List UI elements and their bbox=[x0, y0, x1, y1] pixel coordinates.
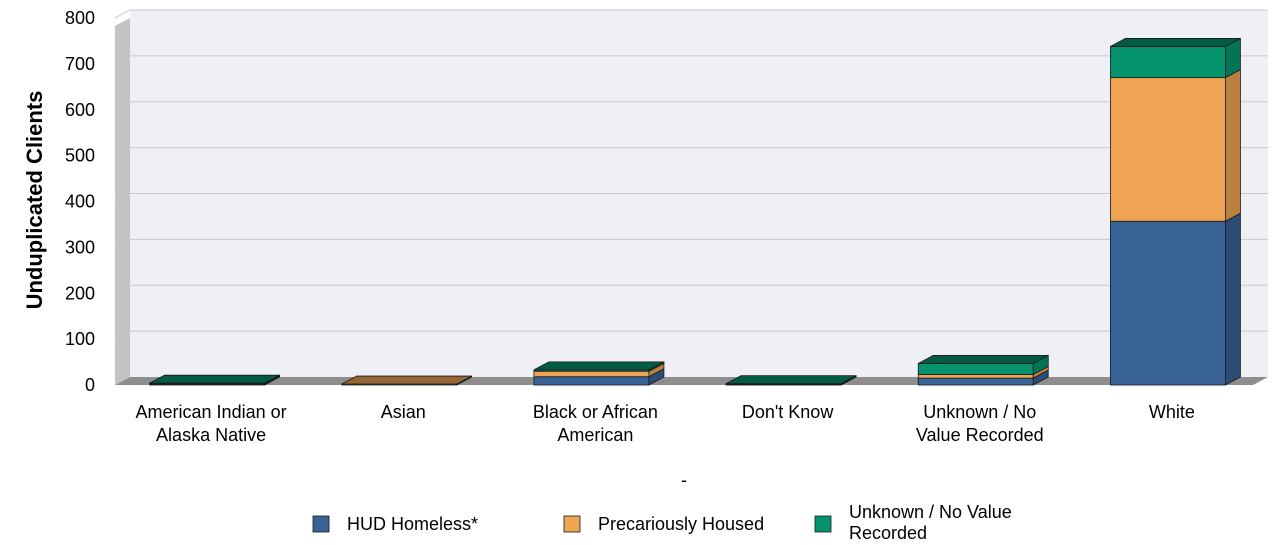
bar-segment bbox=[917, 374, 1034, 379]
y-tick-label: 0 bbox=[85, 375, 95, 395]
legend-item: Precariously Housed bbox=[563, 514, 764, 534]
bar-stack bbox=[917, 354, 1049, 386]
y-axis-ticks: 0 100 200 300 400 500 600 700 800 bbox=[65, 8, 95, 395]
bar-top bbox=[918, 355, 1049, 364]
bar-stack bbox=[533, 361, 665, 386]
gridline-side bbox=[114, 9, 131, 19]
bar-top bbox=[725, 375, 857, 385]
legend-swatch bbox=[563, 515, 581, 533]
legend-swatch bbox=[814, 515, 832, 533]
legend-swatch bbox=[312, 515, 330, 533]
y-tick-label: 400 bbox=[65, 192, 95, 212]
plot-background bbox=[115, 10, 1268, 385]
y-tick-label: 800 bbox=[65, 8, 95, 28]
bar-segment bbox=[533, 370, 650, 378]
legend-label: Unknown / No Value Recorded bbox=[849, 502, 1012, 543]
bar-segment-side bbox=[1225, 212, 1241, 386]
legend-label: HUD Homeless* bbox=[347, 514, 478, 534]
x-category-label: Black or African American bbox=[533, 402, 658, 445]
y-tick-label: 100 bbox=[65, 329, 95, 349]
bar-top bbox=[1110, 38, 1241, 47]
bar-segment bbox=[917, 377, 1034, 386]
gridline-side bbox=[114, 193, 131, 202]
x-axis-label: - bbox=[681, 470, 687, 490]
x-category-label: Don't Know bbox=[742, 402, 834, 422]
side-wall bbox=[115, 18, 130, 385]
x-axis-categories: American Indian or Alaska Native Asian Blac… bbox=[136, 402, 1195, 445]
y-tick-label: 200 bbox=[65, 283, 95, 303]
gridline-side bbox=[114, 284, 131, 294]
bar-segment bbox=[1110, 220, 1226, 386]
bars bbox=[149, 37, 1241, 386]
legend-item: HUD Homeless* bbox=[312, 514, 478, 534]
bar-top bbox=[149, 374, 280, 384]
floor bbox=[115, 377, 1268, 385]
gridlines bbox=[114, 9, 1268, 340]
bar-stack bbox=[1110, 37, 1241, 386]
bar-segment bbox=[1110, 46, 1226, 79]
bar-stack bbox=[341, 375, 473, 386]
gridline-side bbox=[114, 55, 131, 65]
y-tick-label: 300 bbox=[65, 237, 95, 257]
gridline-side bbox=[114, 101, 131, 111]
bar-stack bbox=[725, 374, 857, 386]
bar-top bbox=[533, 361, 665, 371]
bar-segment bbox=[533, 376, 650, 386]
y-tick-label: 700 bbox=[65, 54, 95, 74]
legend: HUD Homeless* Precariously Housed Unknown … bbox=[312, 502, 1012, 543]
bar-segment bbox=[1110, 77, 1226, 222]
x-category-label: American Indian or Alaska Native bbox=[136, 402, 287, 445]
bar-segment-side bbox=[1225, 68, 1241, 222]
legend-item: Unknown / No Value Recorded bbox=[814, 502, 1012, 543]
x-category-label: Unknown / No Value Recorded bbox=[916, 402, 1044, 445]
legend-label: Precariously Housed bbox=[598, 514, 764, 534]
y-tick-label: 600 bbox=[65, 100, 95, 120]
bar-top bbox=[341, 375, 472, 385]
gridline-side bbox=[114, 147, 131, 157]
y-tick-label: 500 bbox=[65, 146, 95, 166]
bar-segment bbox=[917, 363, 1034, 375]
gridline-side bbox=[114, 238, 131, 248]
y-axis-label: Unduplicated Clients bbox=[22, 91, 47, 310]
x-category-label: White bbox=[1149, 402, 1195, 422]
bar-stack bbox=[149, 374, 280, 386]
x-category-label: Asian bbox=[381, 402, 426, 422]
gridline-side bbox=[114, 330, 131, 340]
